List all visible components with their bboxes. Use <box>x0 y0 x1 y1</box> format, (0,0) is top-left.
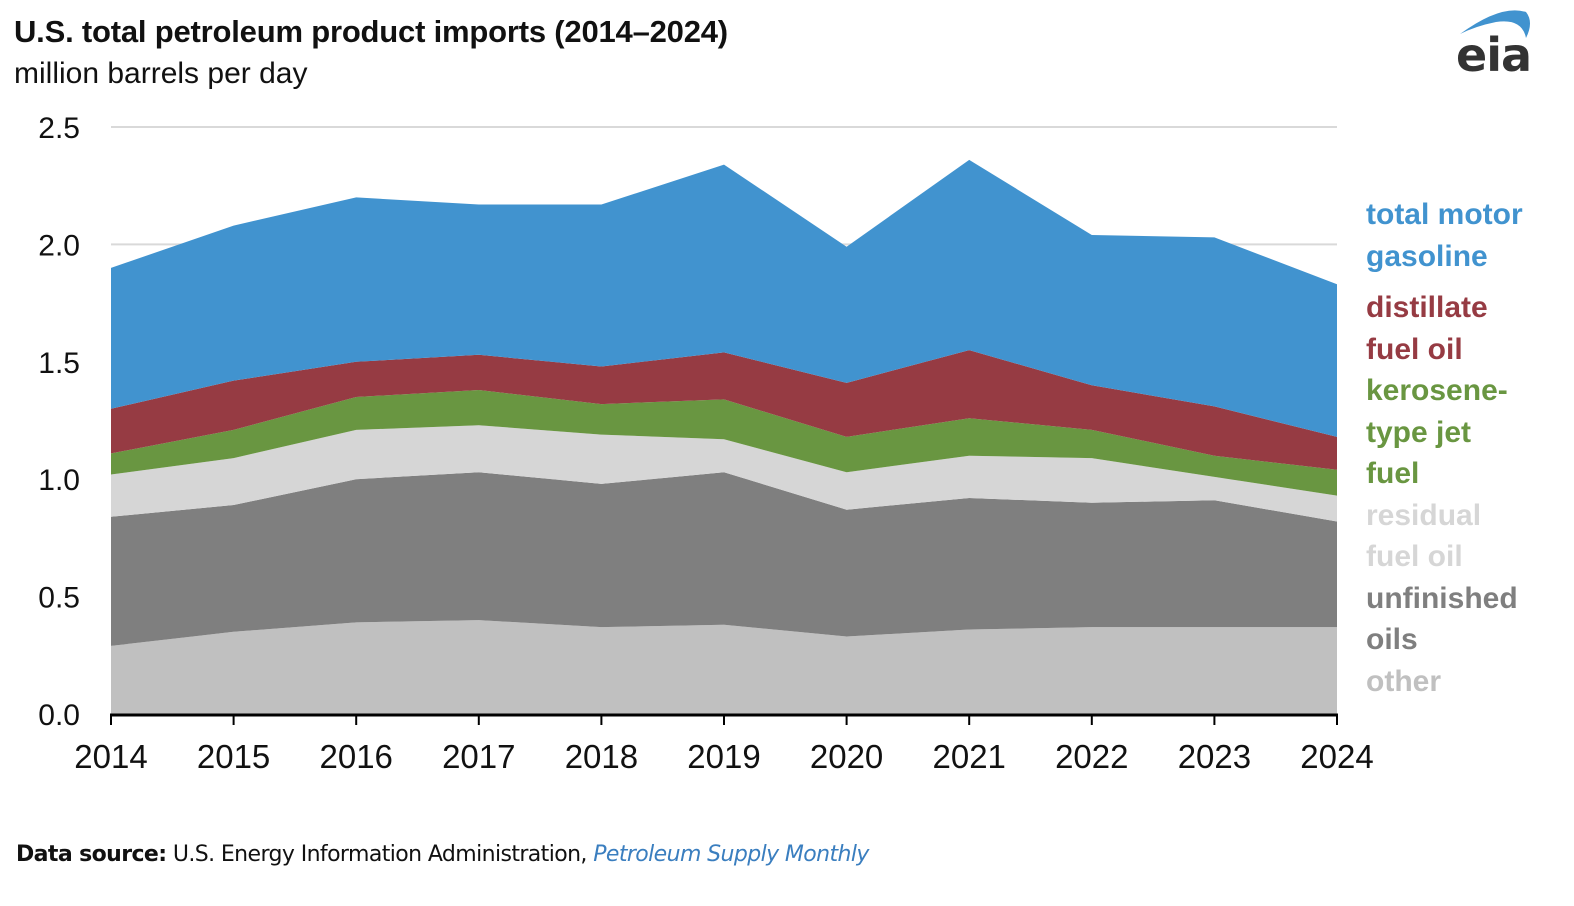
source-label: Data source: <box>16 842 167 867</box>
source-text: U.S. Energy Information Administration, <box>172 842 588 867</box>
area-layers <box>111 159 1337 714</box>
area-total-motor-gasoline <box>111 159 1337 437</box>
area-kerosene-type-jet-fuel <box>111 390 1337 496</box>
x-tick-label: 2022 <box>1055 738 1128 775</box>
y-tick-label: 1.5 <box>38 347 80 380</box>
x-tick-label: 2020 <box>810 738 883 775</box>
x-axis <box>110 713 1338 725</box>
y-tick-label: 2.5 <box>38 112 80 145</box>
eia-logo: eia <box>1446 8 1546 82</box>
x-tick-label: 2014 <box>74 738 147 775</box>
legend-item: residual fuel oil <box>1366 495 1481 578</box>
area-unfinished-oils <box>111 472 1337 646</box>
legend-line: fuel <box>1366 457 1420 490</box>
legend-line: oils <box>1366 623 1418 656</box>
legend-line: fuel oil <box>1366 540 1463 573</box>
x-tick-label: 2018 <box>565 738 638 775</box>
logo-swoosh-icon <box>1460 10 1530 38</box>
chart-subtitle: million barrels per day <box>14 57 308 90</box>
chart-title: U.S. total petroleum product imports (20… <box>14 14 728 49</box>
legend-line: distillate <box>1366 291 1488 324</box>
area-distillate-fuel-oil <box>111 350 1337 470</box>
y-tick-label: 1.0 <box>38 464 80 497</box>
x-tick-label: 2024 <box>1300 738 1373 775</box>
x-tick-label: 2015 <box>197 738 270 775</box>
legend-item: other <box>1366 661 1441 703</box>
y-tick-label: 2.0 <box>38 229 80 262</box>
data-source-note: Data source: U.S. Energy Information Adm… <box>16 842 869 867</box>
area-residual-fuel-oil <box>111 425 1337 522</box>
legend-line: other <box>1366 664 1441 698</box>
x-tick-label: 2019 <box>687 738 760 775</box>
legend-item: unfinished oils <box>1366 578 1518 661</box>
y-tick-label: 0.5 <box>38 582 80 615</box>
legend-item: total motor gasoline <box>1366 194 1523 277</box>
x-tick-label: 2016 <box>319 738 392 775</box>
x-tick-label: 2021 <box>932 738 1005 775</box>
x-axis-tick-labels: 2014 2015 2016 2017 2018 2019 2020 2021 2022 2023… <box>74 738 1373 775</box>
legend-line: unfinished <box>1366 581 1518 615</box>
legend-line: kerosene- <box>1366 374 1508 407</box>
source-publication-link[interactable]: Petroleum Supply Monthly <box>593 842 869 867</box>
legend-item: kerosene-type jet fuel <box>1366 370 1508 495</box>
y-tick-label: 0.0 <box>38 699 80 732</box>
x-tick-label: 2017 <box>442 738 515 775</box>
legend-line: type jet <box>1366 415 1472 449</box>
legend-line: gasoline <box>1366 239 1488 273</box>
legend-line: fuel oil <box>1366 332 1463 366</box>
x-tick-label: 2023 <box>1178 738 1251 775</box>
legend-line: residual <box>1366 498 1482 532</box>
legend-item: distillate fuel oil <box>1366 287 1488 370</box>
logo-text: eia <box>1456 28 1532 82</box>
area-other <box>111 620 1337 714</box>
y-axis-tick-labels: 0.0 0.5 1.0 1.5 2.0 2.5 <box>38 112 80 732</box>
legend-line: total motor <box>1366 198 1523 231</box>
